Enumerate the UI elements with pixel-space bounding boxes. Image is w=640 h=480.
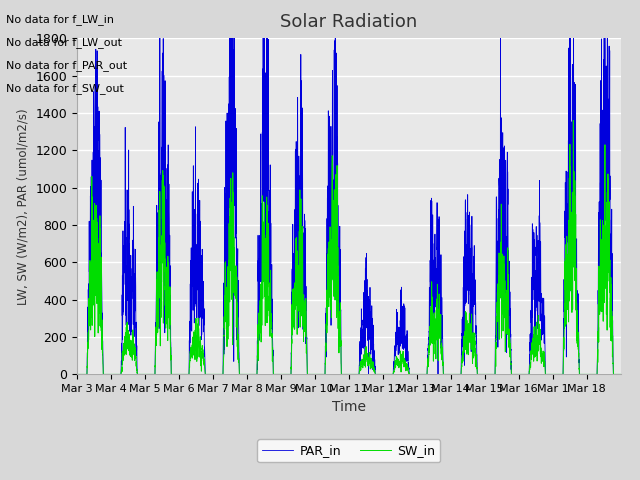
SW_in [539,353,547,359]
PAR_in [186,326,193,332]
Legend: PAR_in, SW_in: PAR_in, SW_in [257,439,440,462]
PAR_in [525,372,532,377]
SW_in [186,365,193,371]
SW_in [73,372,81,377]
SW_in [570,118,577,123]
PAR_in [617,372,625,377]
X-axis label: Time: Time [332,400,366,414]
SW_in [498,311,506,317]
Text: No data for f_PAR_out: No data for f_PAR_out [6,60,127,72]
SW_in [617,372,625,377]
Y-axis label: LW, SW (W/m2), PAR (umol/m2/s): LW, SW (W/m2), PAR (umol/m2/s) [17,108,29,305]
PAR_in [539,311,547,316]
Text: No data for f_LW_in: No data for f_LW_in [6,14,115,25]
PAR_in [398,307,406,312]
Text: No data for f_SW_out: No data for f_SW_out [6,84,124,95]
SW_in [398,351,406,357]
Text: No data for f_LW_out: No data for f_LW_out [6,37,122,48]
SW_in [525,372,532,377]
Line: SW_in: SW_in [77,120,621,374]
SW_in [369,364,377,370]
PAR_in [73,372,81,377]
PAR_in [498,238,506,243]
Line: PAR_in: PAR_in [77,0,621,374]
Title: Solar Radiation: Solar Radiation [280,13,417,31]
PAR_in [369,334,377,340]
